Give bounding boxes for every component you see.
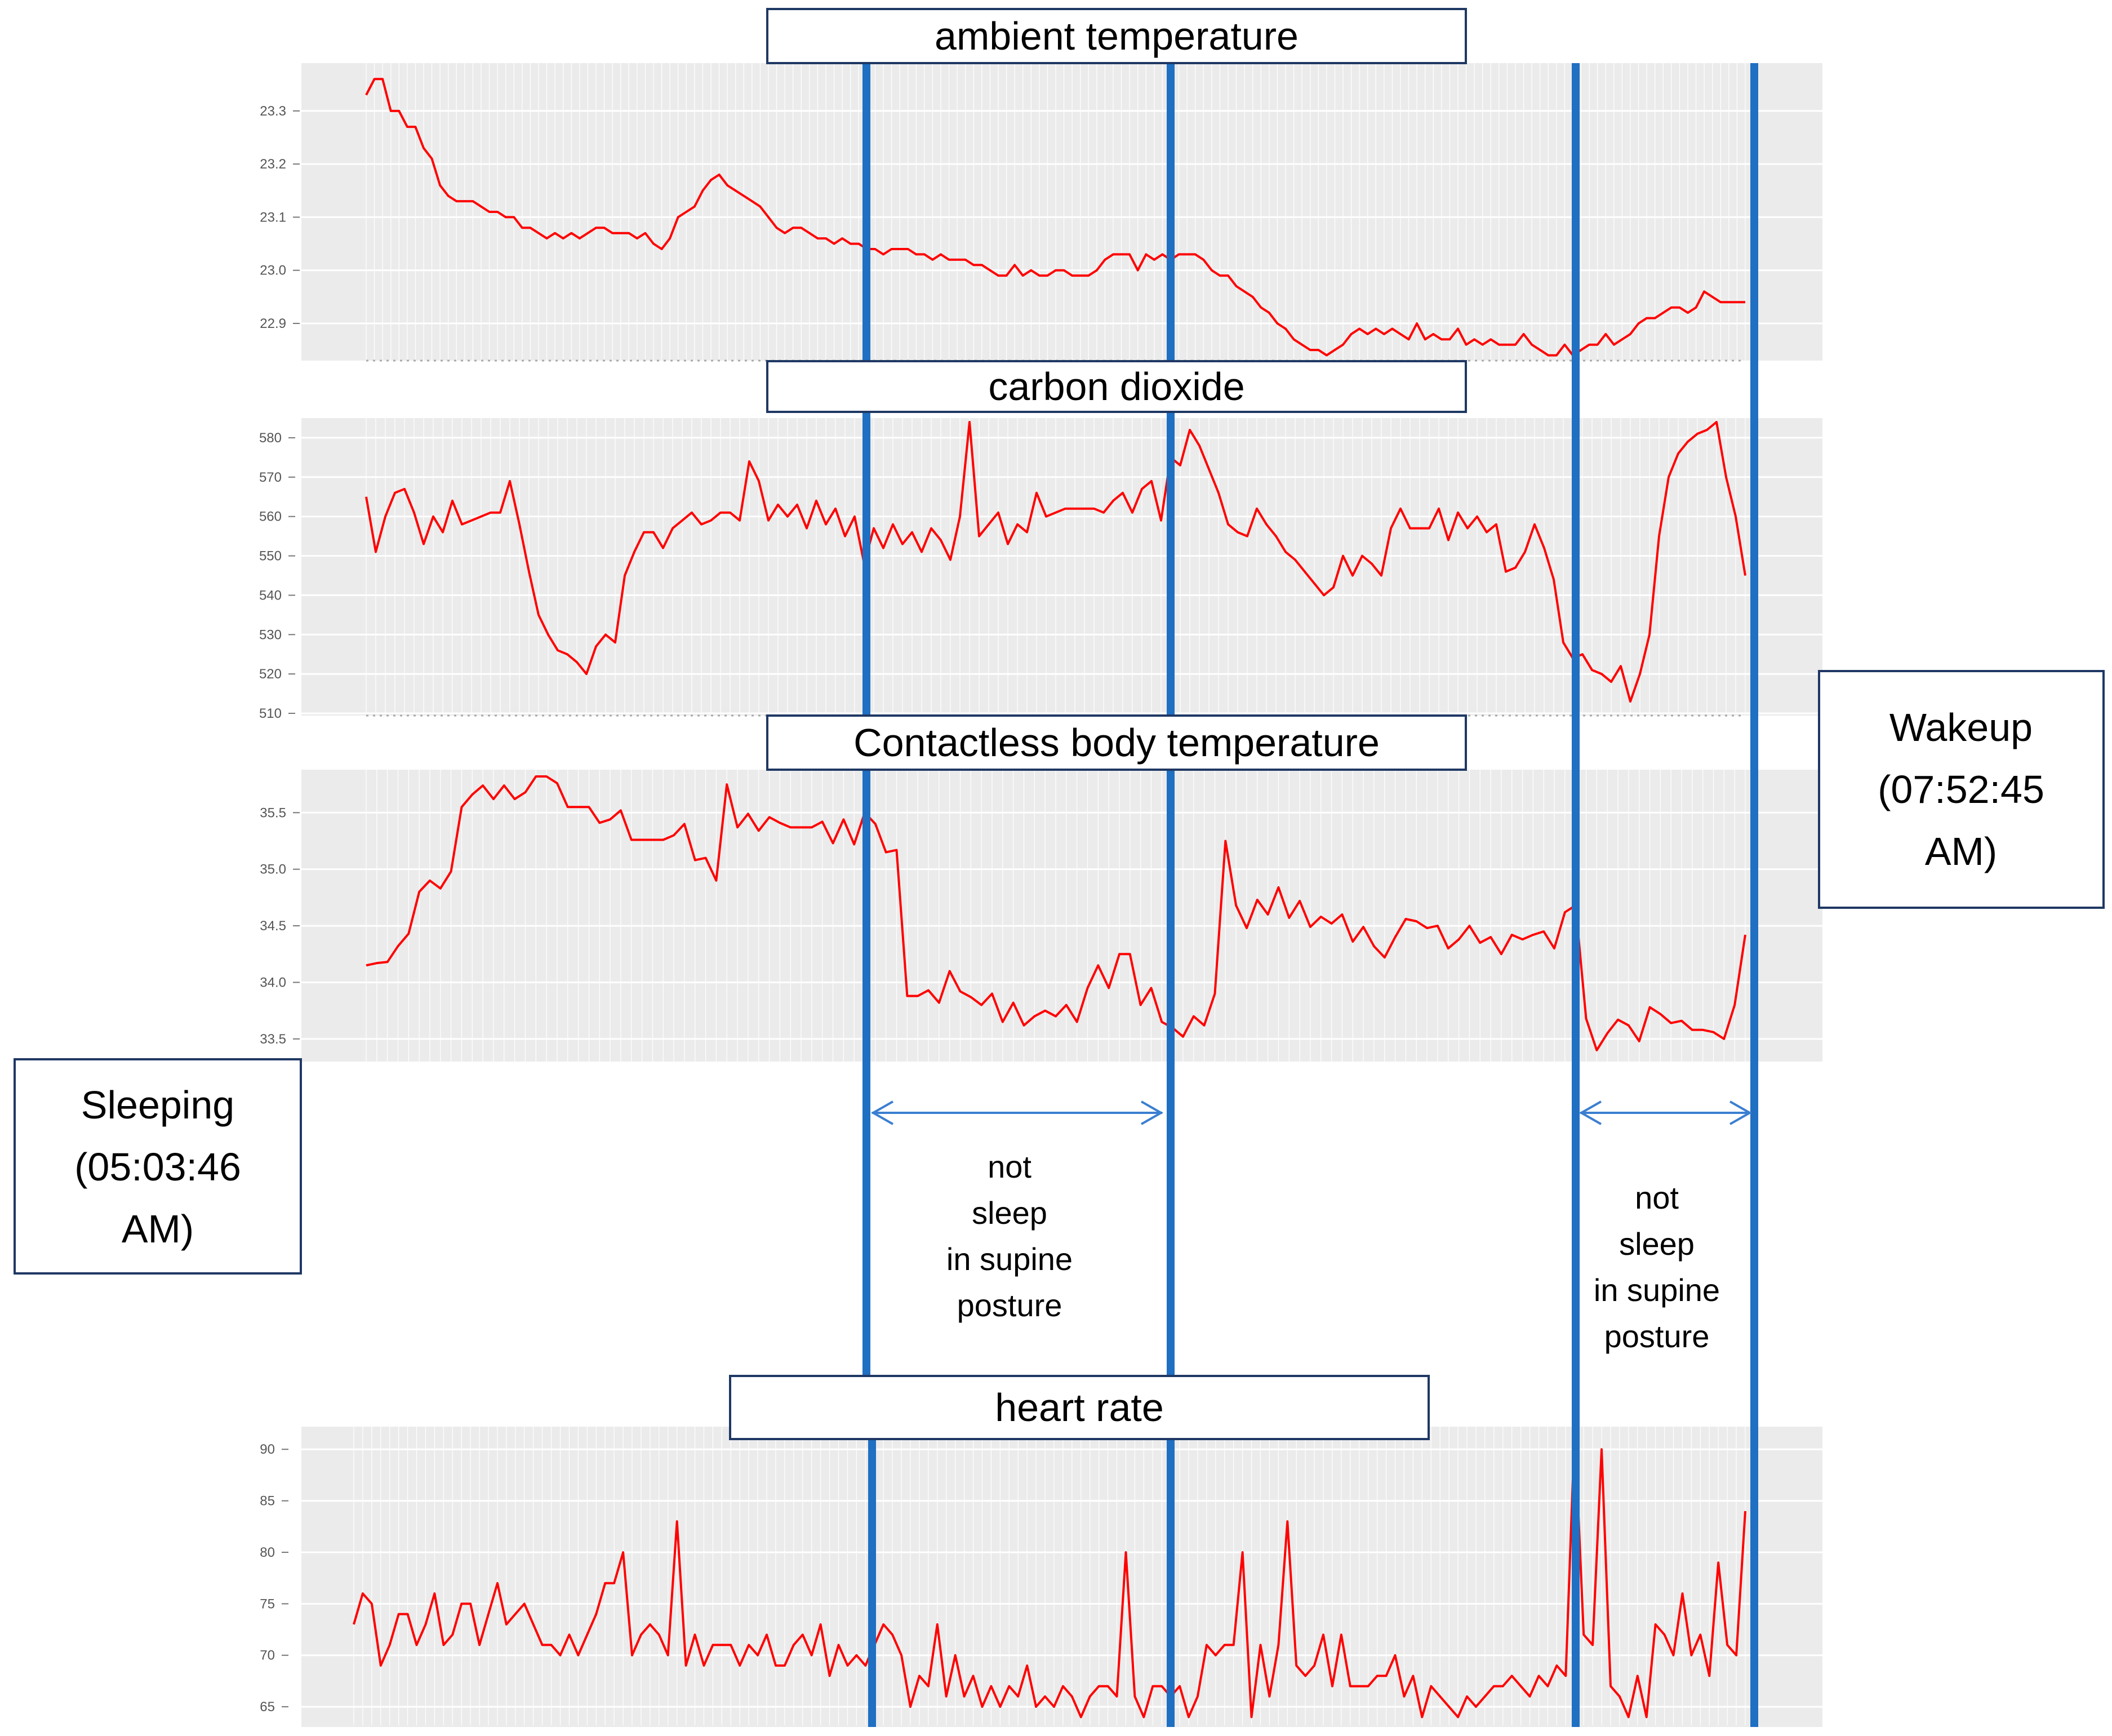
wakeup-label-line3: AM) [1925,829,1997,873]
body-temperature-vgrid [366,770,1746,1062]
carbon-dioxide-title: carbon dioxide [988,365,1244,409]
y-tick-label: 34.0 [260,975,286,990]
y-tick-label: 550 [259,549,282,564]
plots: 22.9 23.0 23.1 23.2 23.3 510 520 530 540 550 560 57… [259,63,1822,1725]
sleeping-label-line2: (05:03:46 [74,1145,241,1189]
sleeping-label-line3: AM) [122,1207,194,1251]
not-sleep-2-line4: posture [1604,1318,1710,1354]
y-tick-label: 580 [259,430,282,446]
sleeping-box [14,1058,302,1275]
heart-rate-series-line [353,1427,1746,1719]
not-sleep-1-line4: posture [957,1287,1062,1323]
carbon-dioxide-series-line [365,421,1746,703]
not-sleep-1-line2: sleep [972,1195,1047,1231]
y-tick-label: 34.5 [260,918,286,934]
duration-arrow-2 [1579,1100,1753,1125]
ambient-temperature-vgrid [366,63,1746,361]
carbon-dioxide-vgrid [366,418,1746,713]
duration-arrow-1 [870,1100,1164,1125]
body-temperature-chart: 33.5 34.0 34.5 35.0 35.5 [260,770,1822,1062]
not-sleep-2-line1: not [1635,1180,1679,1215]
body-temperature-panel [301,770,1822,1062]
y-tick-label: 540 [259,588,282,603]
y-tick-label: 22.9 [260,316,286,331]
y-tick-label: 75 [260,1596,275,1611]
carbon-dioxide-chart: 510 520 530 540 550 560 570 580 [259,418,1822,721]
ambient-temperature-panel [301,63,1822,361]
wakeup-label-line1: Wakeup [1889,705,2033,749]
body-temperature-title: Contactless body temperature [853,721,1380,765]
not-sleep-1-line3: in supine [946,1241,1073,1277]
ambient-temperature-series-line [365,78,1745,357]
y-tick-label: 90 [260,1442,275,1457]
heart-rate-chart: 65 70 75 80 85 90 [260,1427,1822,1725]
not-sleep-2-line2: sleep [1619,1226,1695,1262]
ambient-temperature-chart: 22.9 23.0 23.1 23.2 23.3 [260,63,1822,362]
ambient-temperature-title-box [766,8,1467,64]
y-tick-label: 23.1 [260,210,286,225]
heart-rate-panel [301,1427,1822,1727]
y-tick-label: 35.5 [260,805,286,820]
wakeup-label-line2: (07:52:45 [1878,767,2044,811]
body-temperature-title-box [766,714,1467,771]
sleeping-label-line1: Sleeping [81,1083,234,1127]
y-tick-label: 520 [259,667,282,682]
ambient-temperature-title: ambient temperature [935,14,1299,58]
y-tick-label: 80 [260,1545,275,1560]
not-sleep-2-line3: in supine [1594,1272,1720,1308]
wakeup-box [1818,670,2105,909]
y-tick-label: 530 [259,627,282,642]
carbon-dioxide-panel [301,418,1822,716]
y-tick-label: 23.2 [260,157,286,172]
y-tick-label: 33.5 [260,1032,286,1047]
y-tick-label: 23.0 [260,263,286,278]
y-tick-label: 510 [259,706,282,721]
y-tick-label: 35.0 [260,862,286,877]
not-sleep-1-line1: not [988,1149,1031,1184]
y-tick-label: 570 [259,470,282,485]
carbon-dioxide-title-box [766,360,1467,413]
heart-rate-title-box [729,1375,1430,1440]
y-tick-label: 65 [260,1699,275,1715]
y-tick-label: 560 [259,509,282,525]
y-tick-label: 85 [260,1494,275,1509]
y-tick-label: 23.3 [260,104,286,119]
heart-rate-title: heart rate [995,1386,1164,1429]
body-temperature-series-line [366,775,1746,1051]
y-tick-label: 70 [260,1648,275,1663]
